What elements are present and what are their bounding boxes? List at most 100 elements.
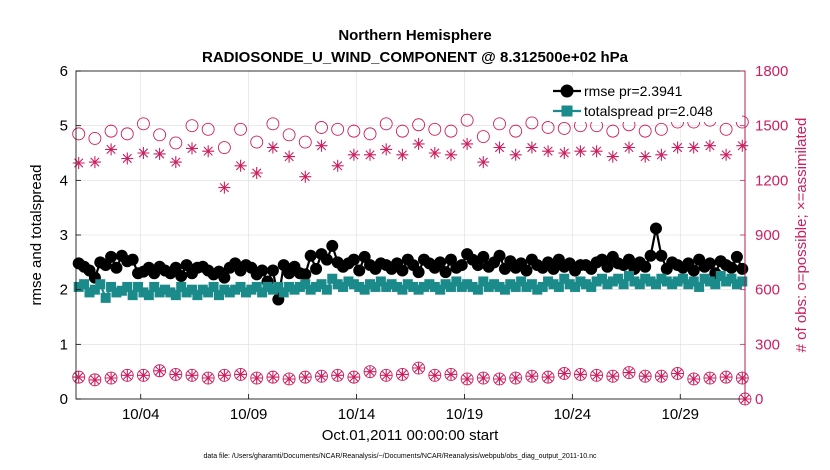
spread-point xyxy=(192,290,203,301)
rmse-point xyxy=(105,250,118,263)
series-1 xyxy=(73,271,748,303)
obs-assimilated-point xyxy=(509,372,522,384)
y-tick-label: 2 xyxy=(60,282,68,299)
spread-point xyxy=(381,281,392,292)
rmse-point xyxy=(730,250,743,263)
obs-possible-point xyxy=(72,127,86,141)
spread-point xyxy=(397,284,408,295)
rmse-point xyxy=(396,264,409,277)
obs-possible-point xyxy=(509,124,523,138)
x-tick-label: 10/24 xyxy=(554,406,592,423)
obs-assimilated-point xyxy=(525,370,538,383)
y-tick-label: 6 xyxy=(60,63,68,80)
spread-point xyxy=(208,281,219,292)
obs-possible-point xyxy=(201,122,215,136)
obs-assimilated-point xyxy=(72,371,85,384)
spread-point xyxy=(640,273,651,284)
obs-possible-point xyxy=(347,124,361,138)
spread-point xyxy=(618,279,629,290)
obs-assimilated-point xyxy=(525,141,538,154)
obs-assimilated-point xyxy=(736,139,749,152)
y-tick-label: 3 xyxy=(60,227,68,244)
obs-assimilated-point xyxy=(655,370,668,383)
obs-assimilated-point xyxy=(574,368,587,381)
obs-possible-point xyxy=(395,124,409,138)
x-tick-label: 10/09 xyxy=(230,406,268,423)
spread-point xyxy=(386,279,397,290)
rmse-point xyxy=(218,271,231,284)
obs-assimilated-point xyxy=(283,373,296,385)
spread-point xyxy=(348,279,359,290)
spread-point xyxy=(580,279,591,290)
obs-possible-point xyxy=(638,124,652,138)
obs-possible-point xyxy=(654,122,668,136)
rmse-point xyxy=(358,250,371,263)
obs-assimilated-point xyxy=(639,150,652,163)
spread-point xyxy=(462,279,473,290)
spread-point xyxy=(483,281,494,292)
obs-assimilated-point xyxy=(137,369,150,382)
spread-point xyxy=(624,271,635,281)
obs-assimilated-point xyxy=(364,148,376,161)
obs-assimilated-point xyxy=(283,150,296,163)
obs-assimilated-point xyxy=(234,159,247,172)
spread-point xyxy=(661,276,672,287)
obs-assimilated-point xyxy=(137,147,150,159)
data-layer xyxy=(72,113,752,406)
spread-point xyxy=(418,281,429,292)
spread-point xyxy=(440,279,451,290)
obs-assimilated-point xyxy=(364,365,376,378)
left-y-axis: 0 1 2 3 4 5 6 xyxy=(60,63,81,408)
spread-point xyxy=(721,276,732,287)
obs-assimilated-point xyxy=(687,373,700,385)
obs-assimilated-point xyxy=(720,148,733,161)
obs-assimilated-point xyxy=(461,137,474,150)
legend-marker-rmse xyxy=(560,84,574,98)
spread-point xyxy=(645,276,656,287)
spread-point xyxy=(251,281,262,292)
obs-assimilated-point xyxy=(623,366,635,379)
obs-assimilated-point xyxy=(186,369,198,382)
spread-point xyxy=(267,284,278,295)
obs-assimilated-point xyxy=(218,181,231,194)
spread-point xyxy=(591,276,602,287)
y2-tick-label: 600 xyxy=(755,282,780,299)
obs-assimilated-point xyxy=(105,143,118,156)
rmse-point xyxy=(266,264,279,277)
legend-marker-spread xyxy=(561,105,573,117)
spread-point xyxy=(149,281,160,292)
legend-box xyxy=(550,76,742,122)
obs-possible-point xyxy=(185,119,199,133)
spread-point xyxy=(186,284,197,295)
obs-possible-point xyxy=(476,130,490,144)
y2-tick-label: 1500 xyxy=(755,118,788,135)
spread-point xyxy=(392,281,403,292)
obs-assimilated-point xyxy=(380,143,393,156)
obs-assimilated-point xyxy=(445,148,457,161)
obs-assimilated-point xyxy=(509,148,522,161)
spread-point xyxy=(133,281,144,292)
spread-point xyxy=(332,279,343,290)
spread-point xyxy=(106,281,117,292)
rmse-point xyxy=(477,250,490,263)
x-tick-label: 10/04 xyxy=(122,406,160,423)
series-5 xyxy=(72,362,749,386)
x-axis-label: Oct.01,2011 00:00:00 start xyxy=(322,427,499,444)
rmse-point xyxy=(639,260,652,273)
obs-possible-point xyxy=(234,122,248,136)
y2-tick-label: 1200 xyxy=(755,172,788,189)
obs-assimilated-point xyxy=(202,372,215,384)
y2-tick-label: 1800 xyxy=(755,63,788,80)
spread-point xyxy=(672,276,683,287)
spread-point xyxy=(731,279,742,290)
obs-possible-point xyxy=(266,117,280,131)
spread-point xyxy=(95,279,106,290)
spread-point xyxy=(677,273,688,284)
y2-tick-label: 300 xyxy=(755,336,780,353)
spread-point xyxy=(262,281,273,292)
spread-point xyxy=(197,284,208,295)
obs-assimilated-point xyxy=(623,141,635,154)
spread-point xyxy=(370,281,381,292)
obs-assimilated-point xyxy=(606,370,619,383)
